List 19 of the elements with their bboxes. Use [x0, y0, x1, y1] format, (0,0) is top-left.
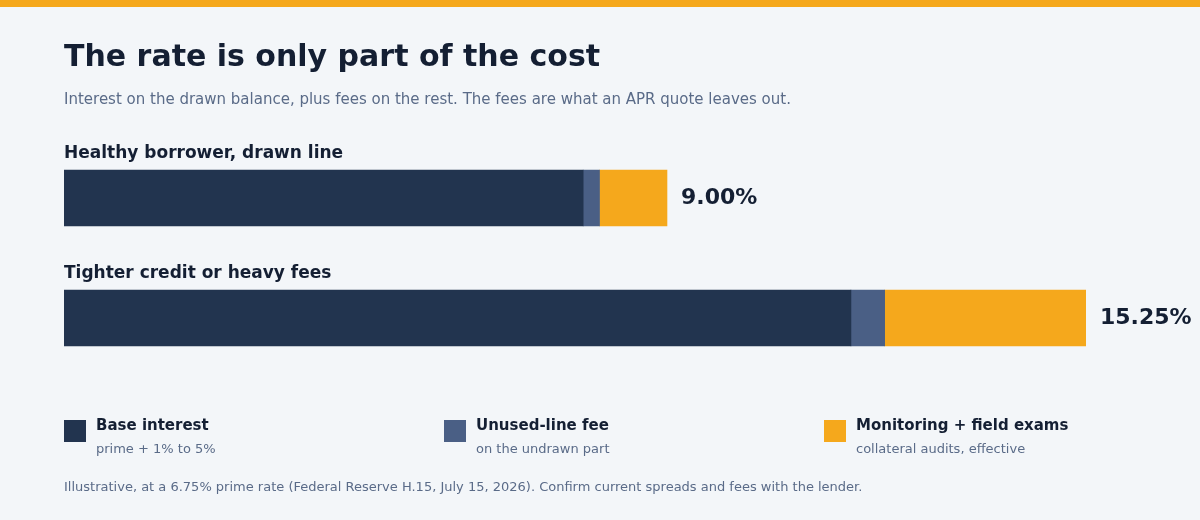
text: on the undrawn part: [476, 441, 610, 456]
text: Illustrative, at a 6.75% prime rate (Federal Reserve H.15, July 15, 2026). Confirm current spreads and fees with the lender.: [64, 479, 863, 494]
legend-label: Monitoring + field exams: [856, 416, 1069, 434]
bar: [884, 289, 1086, 347]
text: collateral audits, effective: [856, 441, 1026, 456]
bar: [64, 169, 584, 227]
bar: [850, 289, 885, 347]
annotation: 15.25%: [1100, 303, 1192, 329]
annotation: 9.00%: [680, 183, 758, 209]
bar: [599, 169, 668, 227]
legend-label: Unused-line fee: [476, 416, 609, 434]
y-tick-label: Tighter credit or heavy fees: [64, 262, 332, 282]
bar: [64, 289, 852, 347]
chart-subtitle: Interest on the drawn balance, plus fees on the rest. The fees are what an APR quote leaves out.: [64, 90, 791, 108]
bar: [582, 169, 600, 227]
legend-label: Base interest: [96, 416, 209, 434]
chart-title: The rate is only part of the cost: [64, 38, 601, 73]
text: prime + 1% to 5%: [96, 441, 216, 456]
y-tick-label: Healthy borrower, drawn line: [64, 142, 344, 162]
